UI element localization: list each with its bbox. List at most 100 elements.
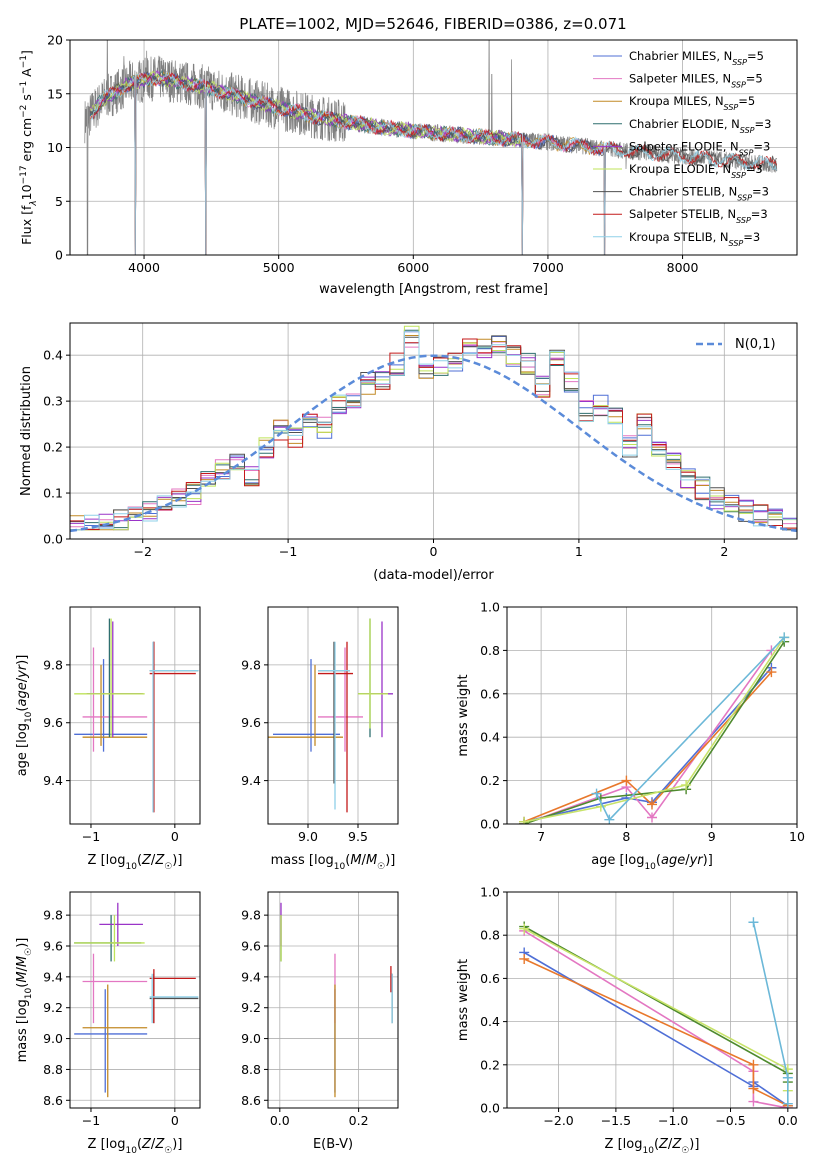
mass-weight-line	[523, 958, 789, 1107]
x-tick-label: 6000	[397, 260, 429, 275]
errorbar-point	[74, 915, 145, 962]
x-tick-label: −1	[279, 544, 297, 559]
x-tick-label: 7	[537, 829, 545, 844]
errorbar-point	[82, 984, 148, 1098]
mass-weight-marker	[782, 1098, 793, 1108]
plot-area	[519, 917, 793, 1108]
mass-weight-marker	[621, 775, 632, 786]
y-tick-label: 9.4	[241, 773, 261, 788]
mass-weight-line	[523, 671, 772, 823]
axes-frame	[69, 891, 201, 1109]
axes-frame	[506, 606, 798, 825]
mass-weight-marker	[604, 814, 615, 824]
model-spectrum-salpeter-miles	[89, 72, 604, 255]
x-axis-label: age [log10(age/yr)]	[591, 853, 713, 872]
y-tick-label: 9.0	[241, 1031, 261, 1046]
y-tick-label: 5	[55, 194, 63, 209]
errorbar-point	[99, 902, 143, 946]
mass-weight-line	[523, 649, 773, 824]
y-tick-label: 9.6	[43, 715, 63, 730]
x-axis-label: mass [log10(M/M☉)]	[271, 853, 396, 872]
legend-label: Chabrier MILES, NSSP=5	[629, 49, 764, 67]
figure-title: PLATE=1002, MJD=52646, FIBERID=0386, z=0…	[239, 15, 626, 33]
x-tick-label: −1.0	[658, 1113, 688, 1128]
y-tick-label: 10	[47, 140, 63, 155]
plot-area	[84, 40, 778, 255]
mass-weight-marker	[519, 953, 530, 964]
axes-frame	[267, 891, 399, 1109]
y-tick-label: 0.2	[480, 773, 500, 788]
mass-weight-line	[523, 927, 789, 1091]
errorbar-point	[318, 641, 350, 810]
legend-label: Chabrier ELODIE, NSSP=3	[629, 117, 771, 135]
y-tick-label: 9.8	[241, 657, 261, 672]
y-axis-label: Normed distribution	[19, 366, 34, 496]
plot-area	[74, 902, 199, 1098]
x-tick-label: 8	[622, 829, 630, 844]
y-tick-label: 9.8	[241, 908, 261, 923]
y-tick-label: 9.2	[241, 1000, 261, 1015]
y-tick-label: 9.6	[241, 939, 261, 954]
massweight-vs-metallicity-panel: −2.0 −1.5 −1.0 −0.5 0.0 0.0 0.2 0.4 0.6 0.8 1.0 Z […	[456, 885, 798, 1157]
mass-weight-line	[523, 636, 785, 823]
x-axis-label: Z [log10(Z/Z☉)]	[88, 1137, 183, 1156]
errorbar-point	[82, 953, 148, 1024]
x-tick-label: 1	[575, 544, 583, 559]
plot-area	[74, 618, 199, 813]
mass-weight-marker	[519, 923, 530, 934]
legend-label: Salpeter STELIB, NSSP=3	[629, 207, 768, 225]
errorbar-point	[363, 621, 393, 738]
x-tick-label: 9.0	[298, 829, 318, 844]
y-tick-label: 0.8	[480, 643, 500, 658]
y-tick-label: 0.8	[480, 928, 500, 943]
mass-weight-marker	[647, 812, 657, 823]
x-tick-label: 0.0	[270, 1113, 290, 1128]
grid	[268, 892, 398, 1108]
x-tick-label: 5000	[263, 260, 295, 275]
y-axis-label: mass weight	[456, 674, 471, 756]
y-tick-label: 0.2	[480, 1057, 500, 1072]
legend-label: Kroupa STELIB, NSSP=3	[629, 230, 760, 248]
errorbar-point	[149, 641, 196, 813]
age-vs-metallicity-panel: −1 0 9.4 9.6 9.8 Z [log10(Z/Z☉)] age [log10(ag…	[15, 606, 201, 872]
massweight-vs-age-panel: 7 8 9 10 0.0 0.2 0.4 0.6 0.8 1.0 age [log10(age/yr…	[456, 600, 805, 873]
y-tick-label: 15	[47, 86, 63, 101]
plot-area	[519, 632, 790, 824]
legend-label: N(0,1)	[735, 337, 776, 352]
mass-weight-marker	[748, 1083, 759, 1094]
mass-weight-marker	[766, 667, 777, 678]
errorbar-point	[149, 641, 199, 813]
x-tick-label: 8000	[667, 260, 699, 275]
x-tick-label: 2	[720, 544, 728, 559]
errorbar-point	[74, 618, 145, 738]
spectrum-panel: 4000 5000 6000 7000 8000 0 5 10 15 20 Chabrier MIL…	[19, 33, 798, 297]
errorbar-point	[82, 647, 148, 752]
mass-weight-marker	[782, 1064, 793, 1075]
y-tick-label: 9.8	[43, 657, 63, 672]
legend-label: Salpeter MILES, NSSP=5	[629, 72, 763, 90]
residual-histogram-panel: −2 −1 0 1 2 0.0 0.1 0.2 0.3 0.4 N(0,1) (data-model)…	[19, 322, 798, 583]
x-tick-label: 9	[708, 829, 716, 844]
mass-weight-line	[595, 636, 785, 822]
model-spectrum-chabrier-elodie	[89, 69, 523, 255]
y-tick-label: 0.4	[43, 348, 63, 363]
legend-label: Kroupa MILES, NSSP=5	[629, 94, 755, 112]
mass-vs-ebv-panel: 0.0 0.2 8.6 8.8 9.0 9.2 9.4 9.6 9.8 E(B-V)	[241, 891, 399, 1152]
y-tick-label: 0	[55, 248, 63, 263]
y-tick-label: 0.6	[480, 971, 500, 986]
errorbar-point	[268, 664, 343, 746]
model-spectrum-salpeter-elodie	[89, 70, 523, 255]
y-tick-label: 9.0	[43, 1031, 63, 1046]
axes-frame	[69, 606, 201, 825]
x-tick-label: 7000	[532, 260, 564, 275]
mass-weight-line	[523, 641, 785, 824]
y-tick-label: 1.0	[480, 600, 500, 615]
mass-weight-marker	[681, 779, 692, 790]
x-tick-label: −0.5	[715, 1113, 745, 1128]
x-tick-label: 4000	[128, 260, 160, 275]
y-tick-label: 0.1	[43, 486, 63, 501]
mass-weight-marker	[591, 788, 602, 799]
y-tick-label: 8.8	[43, 1062, 63, 1077]
errorbar-point	[149, 973, 199, 1024]
